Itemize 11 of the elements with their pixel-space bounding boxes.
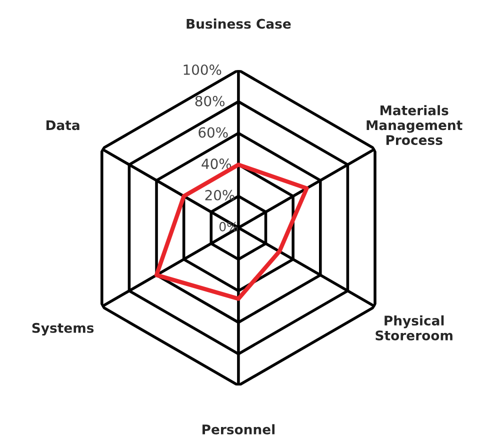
y-tick-label: 40% [202,158,232,170]
y-tick-label: 60% [198,127,228,138]
y-tick-label: 80% [195,96,224,106]
spoke-label: Systems [32,322,94,336]
spoke-label: Business Case [186,18,291,29]
spoke-label: Personnel [202,424,274,434]
y-tick-label: 100% [184,64,222,75]
spoke-label: Materials Management Process [366,105,462,146]
y-tick-label: 20% [205,190,234,200]
spoke-label: Data [46,120,80,130]
spoke-label: Physical Storeroom [376,315,452,340]
